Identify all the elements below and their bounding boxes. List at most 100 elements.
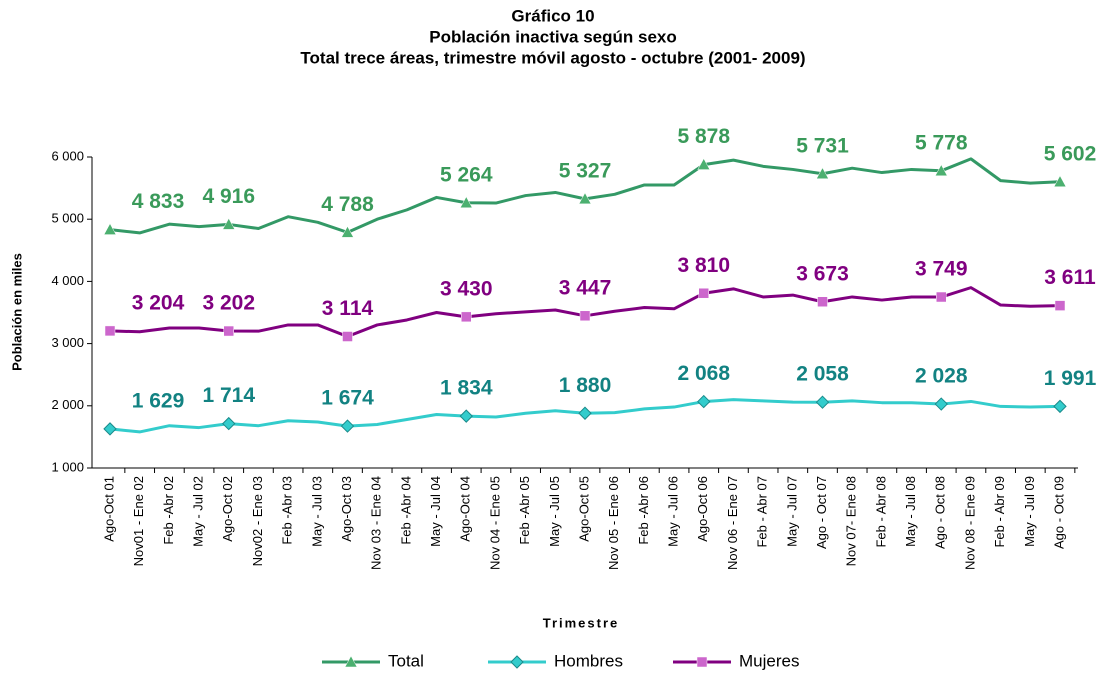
x-tick-label: May - Jul 03 (309, 476, 324, 547)
data-label: 1 674 (321, 387, 374, 410)
y-tick-label: 6 000 (51, 148, 84, 163)
data-label: 3 810 (677, 254, 730, 277)
data-point (104, 325, 116, 337)
legend-label: Hombres (554, 651, 623, 670)
data-point (223, 325, 234, 337)
data-point (103, 223, 117, 235)
data-label: 5 264 (440, 163, 493, 186)
data-point (461, 311, 472, 323)
x-tick-label: Ago - Oct 08 (933, 476, 948, 549)
data-point (815, 395, 830, 409)
x-tick-label: Nov 07- Ene 08 (844, 476, 859, 566)
data-label: 3 430 (440, 277, 493, 300)
x-tick-label: Feb -Abr 06 (636, 476, 651, 545)
data-point (697, 394, 711, 409)
data-label: 3 673 (796, 262, 849, 285)
y-tick-label: 5 000 (51, 211, 84, 226)
data-point (816, 167, 829, 179)
data-label: 4 788 (321, 193, 374, 216)
data-label: 1 834 (440, 377, 493, 400)
x-tick-label: Ago - Oct 07 (814, 476, 829, 549)
x-tick-label: Ago-Oct 01 (101, 476, 116, 542)
legend-marker (510, 655, 524, 669)
data-point (578, 192, 592, 205)
data-label: 3 204 (132, 291, 185, 314)
data-label: 5 731 (796, 134, 849, 157)
y-tick-label: 2 000 (51, 397, 84, 412)
chart-subtitle: Población inactiva según sexo (429, 27, 677, 46)
x-tick-label: May - Jul 06 (666, 476, 681, 547)
x-tick-label: Ago-Oct 05 (576, 476, 591, 542)
data-point (459, 409, 473, 423)
chart-subtitle: Total trece áreas, trimestre móvil agost… (300, 48, 805, 67)
y-tick-label: 3 000 (51, 335, 84, 350)
x-tick-label: Nov 04 - Ene 05 (487, 476, 502, 570)
data-point (1053, 175, 1067, 188)
data-label: 5 878 (677, 125, 730, 148)
x-tick-label: Feb -Abr 03 (280, 476, 295, 545)
y-axis-title: Población en miles (9, 253, 24, 371)
x-tick-label: Feb -Abr 02 (161, 476, 176, 545)
data-label: 3 611 (1044, 266, 1096, 289)
x-tick-label: Nov02 - Ene 03 (250, 476, 265, 566)
x-tick-label: May - Jul 05 (547, 476, 562, 547)
data-point (698, 287, 709, 299)
x-tick-label: Feb -Abr 04 (398, 476, 413, 545)
data-point (459, 196, 473, 209)
data-label: 2 068 (677, 362, 730, 385)
data-label: 3 114 (322, 297, 374, 320)
x-tick-label: May - Jul 04 (428, 476, 443, 547)
data-point (342, 331, 353, 342)
data-label: 3 749 (915, 258, 968, 281)
x-tick-label: May - Jul 08 (903, 476, 918, 547)
x-tick-label: Ago-Oct 04 (458, 476, 473, 542)
data-label: 1 714 (202, 384, 255, 407)
x-tick-label: Feb - Abr 09 (992, 476, 1007, 548)
x-tick-label: May - Jul 09 (1022, 476, 1037, 547)
data-label: 4 833 (132, 190, 185, 213)
x-tick-label: Ago-Oct 06 (695, 476, 710, 542)
y-tick-label: 1 000 (51, 459, 84, 474)
data-label: 1 991 (1044, 367, 1097, 390)
x-tick-label: Nov 08 - Ene 09 (962, 476, 977, 570)
legend-label: Mujeres (739, 651, 799, 670)
data-label: 2 058 (796, 363, 849, 386)
data-label: 3 202 (202, 292, 255, 315)
y-tick-label: 4 000 (51, 273, 84, 288)
data-label: 5 327 (559, 159, 612, 182)
data-label: 5 778 (915, 131, 968, 154)
x-tick-label: Feb -Abr 05 (517, 476, 532, 545)
data-point (103, 422, 117, 436)
data-point (222, 416, 236, 431)
data-point (340, 419, 355, 433)
data-point (222, 217, 236, 230)
legend-label: Total (388, 651, 424, 670)
data-label: 1 880 (559, 374, 612, 397)
data-label: 3 447 (559, 276, 612, 299)
data-point (934, 164, 948, 177)
legend-marker (696, 656, 708, 668)
data-point (817, 296, 828, 307)
x-tick-label: Ago - Oct 09 (1051, 476, 1066, 549)
data-label: 2 028 (915, 365, 968, 388)
data-point (1054, 300, 1066, 311)
data-point (936, 291, 947, 303)
data-point (579, 310, 591, 322)
data-label: 4 916 (202, 185, 255, 208)
x-axis-title: Trimestre (543, 615, 620, 630)
data-point (697, 158, 711, 170)
data-label: 5 602 (1044, 142, 1097, 165)
x-tick-label: Feb - Abr 08 (873, 476, 888, 548)
x-tick-label: May - Jul 07 (784, 476, 799, 547)
data-point (934, 397, 948, 411)
data-point (341, 225, 354, 238)
chart-title: Gráfico 10 (511, 6, 594, 25)
x-tick-label: Ago-Oct 03 (339, 476, 354, 542)
x-tick-label: Nov 06 - Ene 07 (725, 476, 740, 570)
x-tick-label: Ago-Oct 02 (220, 476, 235, 542)
x-tick-label: Nov 03 - Ene 04 (369, 476, 384, 570)
x-tick-label: Feb - Abr 07 (755, 476, 770, 548)
legend-marker (344, 655, 358, 668)
